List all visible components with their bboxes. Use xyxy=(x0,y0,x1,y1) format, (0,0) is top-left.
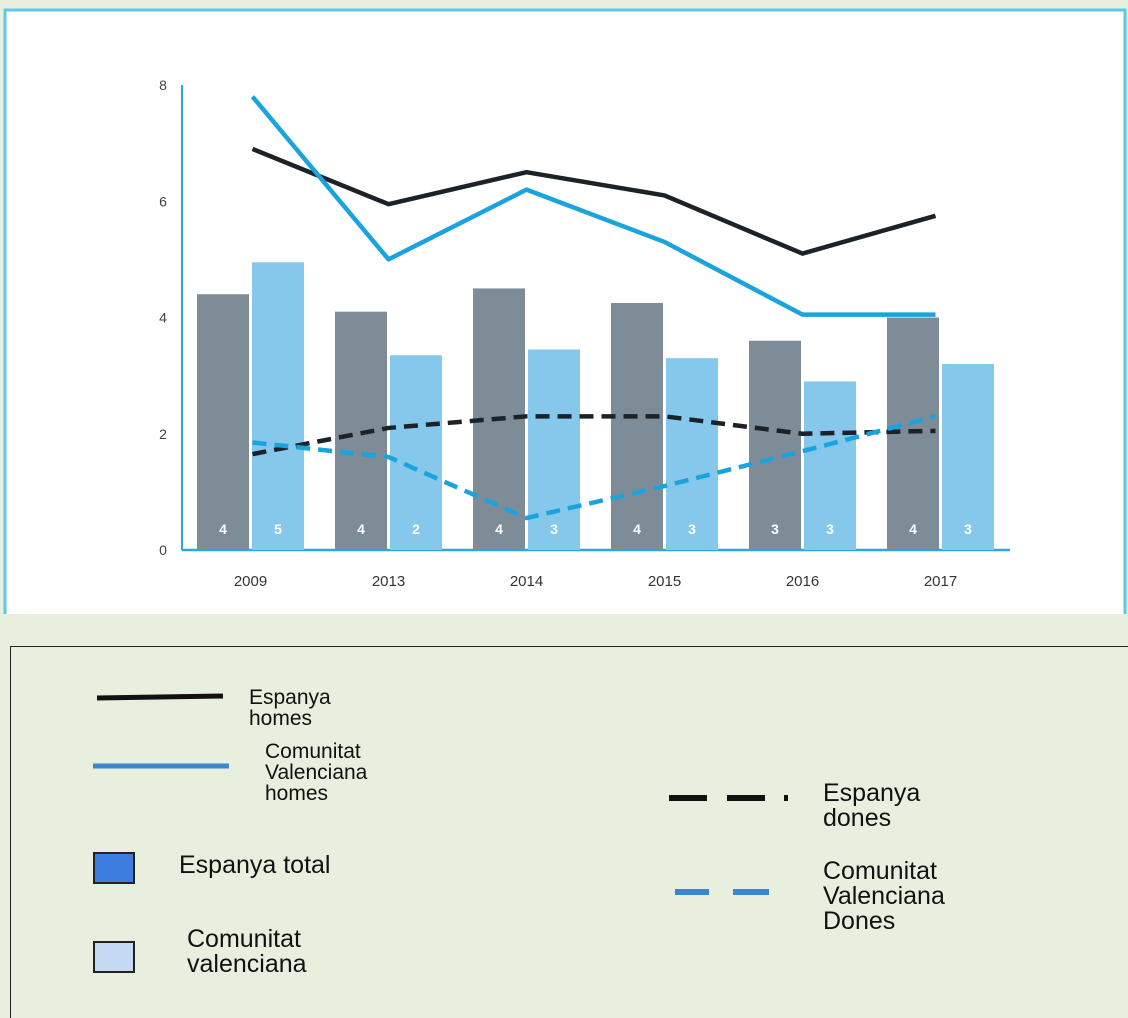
bar-espanya-total xyxy=(749,340,801,550)
line-espanya-dones xyxy=(252,414,936,457)
bar-data-label: 3 xyxy=(826,521,834,537)
y-tick-label: 6 xyxy=(159,193,167,209)
legend-panel: Espanya homes Comunitat Valenciana homes… xyxy=(10,646,1128,1018)
x-tick-label: 2016 xyxy=(786,573,819,590)
bar-espanya-total xyxy=(197,294,249,550)
y-tick-label: 0 xyxy=(159,542,167,558)
bar-data-label: 4 xyxy=(495,521,503,537)
bar-data-label: 3 xyxy=(688,521,696,537)
x-tick-label: 2017 xyxy=(924,573,957,590)
line-cv-homes xyxy=(250,95,936,317)
legend-label-cv-dones: Comunitat Valenciana Dones xyxy=(823,857,945,935)
x-tick-label: 2009 xyxy=(234,573,267,590)
legend-label-cv-total: Comunitat valenciana xyxy=(187,925,307,978)
bar-data-label: 4 xyxy=(357,521,365,537)
bar-espanya-total xyxy=(611,302,663,550)
line-espanya-homes xyxy=(251,146,937,256)
y-tick-label: 8 xyxy=(159,77,167,93)
bar-data-label: 3 xyxy=(964,521,972,537)
line-cv-dones xyxy=(252,414,937,521)
bar-data-label: 5 xyxy=(274,521,282,537)
bar-cv-total xyxy=(528,349,580,550)
bar-data-label: 4 xyxy=(219,521,227,537)
x-tick-label: 2014 xyxy=(510,573,543,590)
bar-cv-total xyxy=(666,358,718,550)
legend-label-espanya-total: Espanya total xyxy=(179,851,331,879)
bar-cv-total xyxy=(390,355,442,550)
bar-data-label: 3 xyxy=(550,521,558,537)
bar-cv-total xyxy=(252,262,304,550)
bar-data-label: 3 xyxy=(771,521,779,537)
bar-cv-total xyxy=(804,381,856,550)
legend-line-cv-homes-icon xyxy=(93,763,229,769)
bar-data-label: 4 xyxy=(909,521,917,537)
x-tick-label: 2015 xyxy=(648,573,681,590)
x-tick-label: 2013 xyxy=(372,573,405,590)
legend-label-espanya-dones: Espanya dones xyxy=(823,779,921,832)
legend-line-espanya-dones-icon xyxy=(669,795,788,801)
legend-swatch-espanya-total xyxy=(93,852,135,884)
legend-label-espanya-homes: Espanya homes xyxy=(249,686,331,730)
legend-swatch-cv-total xyxy=(93,941,135,973)
y-tick-label: 2 xyxy=(159,426,167,442)
bar-data-label: 2 xyxy=(412,521,420,537)
bar-cv-total xyxy=(942,364,994,550)
legend-label-cv-homes: Comunitat Valenciana homes xyxy=(265,740,368,805)
bar-data-label: 4 xyxy=(633,521,641,537)
legend-line-espanya-homes-icon xyxy=(96,693,224,701)
chart-panel: 0 2 4 6 8 4 5 2009 4 2 2013 4 3 2014 4 3 2015 3 3 2016 4 3 201… xyxy=(3,8,1127,614)
bar-espanya-total xyxy=(335,311,387,550)
y-tick-label: 4 xyxy=(159,310,167,326)
chart-svg: 0 2 4 6 8 4 5 2009 4 2 2013 4 3 2014 4 3 2015 3 3 2016 4 3 201… xyxy=(3,8,1127,614)
legend-line-cv-dones-icon xyxy=(675,889,769,895)
